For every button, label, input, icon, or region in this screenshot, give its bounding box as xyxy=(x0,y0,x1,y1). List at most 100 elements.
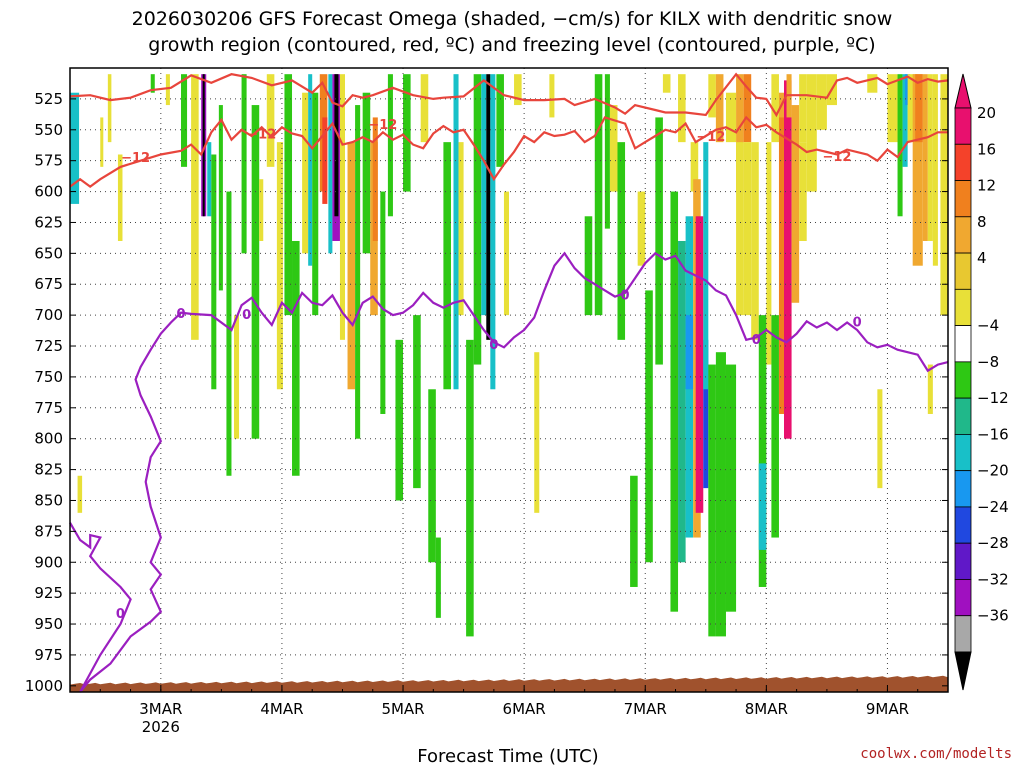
colorbar-tick-label: −32 xyxy=(977,570,1009,588)
omega-cell xyxy=(107,74,112,143)
omega-cell xyxy=(678,74,686,143)
y-tick-label: 725 xyxy=(34,337,63,355)
omega-cell xyxy=(428,389,436,563)
omega-cell xyxy=(670,191,679,612)
omega-cell xyxy=(766,142,772,365)
omega-cell xyxy=(902,74,908,167)
omega-cell xyxy=(715,352,726,637)
y-tick-label: 875 xyxy=(34,522,63,540)
omega-cell xyxy=(284,74,293,316)
dgz-contour-label: −12 xyxy=(368,118,397,133)
omega-cell xyxy=(100,117,104,167)
chart-title-line-2: growth region (contoured, red, ºC) and f… xyxy=(148,34,875,56)
omega-cell xyxy=(799,74,807,143)
freezing-contour-label: 0 xyxy=(621,288,630,303)
colorbar-tick-label: −4 xyxy=(977,317,999,335)
omega-cell xyxy=(395,339,404,501)
colorbar-tick-label: −8 xyxy=(977,353,999,371)
omega-cell xyxy=(637,191,646,266)
omega-cell xyxy=(791,105,800,303)
colorbar-bottom-arrow xyxy=(954,651,972,691)
y-tick-label: 625 xyxy=(34,213,63,231)
colorbar: 20 16 12 8 4 −4 −8 −12 −16 −20 −24 −28 −32 −36 xyxy=(954,73,1009,691)
omega-cell xyxy=(758,463,767,550)
omega-cell xyxy=(292,240,300,476)
colorbar-tick-label: −16 xyxy=(977,425,1009,443)
chart-title-line-1: 2026030206 GFS Forecast Omega (shaded, −… xyxy=(132,8,893,30)
dgz-contour-label: −12 xyxy=(121,151,150,166)
omega-cell xyxy=(308,74,313,266)
omega-cell xyxy=(685,315,694,390)
omega-cell xyxy=(725,364,737,612)
y-tick-label: 825 xyxy=(34,461,63,479)
omega-cell xyxy=(778,117,785,414)
y-tick-label: 925 xyxy=(34,584,63,602)
omega-cell xyxy=(690,142,699,192)
omega-cell xyxy=(453,74,459,390)
colorbar-tick-label: 20 xyxy=(977,104,996,122)
omega-cell xyxy=(466,339,474,637)
omega-cell xyxy=(617,142,626,340)
dgz-contour-label: −12 xyxy=(822,150,851,165)
dgz-bottom-contour xyxy=(69,115,948,188)
colorbar-bin xyxy=(954,433,972,472)
colorbar-tick-label: 4 xyxy=(977,249,987,267)
omega-cell xyxy=(328,74,333,254)
x-tick-label: 5MAR xyxy=(381,700,424,718)
colorbar-bin xyxy=(954,506,972,544)
omega-cell xyxy=(226,191,232,476)
colorbar-tick-label: −20 xyxy=(977,462,1009,480)
omega-cell xyxy=(322,117,328,204)
omega-cell xyxy=(799,142,807,241)
y-tick-label: 525 xyxy=(34,90,63,108)
omega-cell xyxy=(302,92,309,254)
y-tick-label: 950 xyxy=(34,615,63,633)
colorbar-bin xyxy=(954,180,972,218)
omega-cell xyxy=(758,315,767,587)
y-tick-label: 775 xyxy=(34,399,63,417)
omega-cell xyxy=(743,142,752,316)
omega-cell xyxy=(403,74,411,192)
omega-cell xyxy=(413,315,421,489)
omega-cell xyxy=(117,154,123,241)
colorbar-bin xyxy=(954,325,972,363)
omega-cell xyxy=(496,74,504,167)
omega-cell xyxy=(778,92,785,143)
omega-cell xyxy=(458,142,464,316)
omega-cell xyxy=(355,105,361,439)
omega-cell xyxy=(251,105,260,439)
omega-cell xyxy=(609,105,618,192)
omega-cell xyxy=(435,537,441,618)
freezing-contour-label: 0 xyxy=(853,316,862,331)
omega-cell xyxy=(362,92,371,254)
colorbar-bin xyxy=(954,470,972,508)
omega-cell xyxy=(703,339,709,489)
omega-cell xyxy=(816,74,827,130)
colorbar-bin xyxy=(954,143,972,181)
y-tick-label: 750 xyxy=(34,368,63,386)
omega-cell xyxy=(922,74,928,241)
colorbar-bin xyxy=(954,252,972,290)
freezing-contour-label: 0 xyxy=(116,607,125,622)
omega-cell xyxy=(645,290,653,563)
omega-cell xyxy=(715,74,724,143)
y-tick-label: 550 xyxy=(34,121,63,139)
omega-cell xyxy=(594,74,603,316)
dgz-contour-label: −12 xyxy=(696,130,725,145)
colorbar-tick-label: 8 xyxy=(977,213,987,231)
colorbar-tick-label: 12 xyxy=(977,177,996,195)
omega-cell xyxy=(339,74,346,340)
omega-cell xyxy=(490,74,496,390)
omega-cell xyxy=(387,74,393,217)
colorbar-bin xyxy=(954,579,972,617)
colorbar-tick-label: −28 xyxy=(977,534,1009,552)
omega-cell xyxy=(678,240,686,563)
omega-cell xyxy=(877,389,883,489)
omega-cell xyxy=(655,117,663,365)
omega-cell xyxy=(420,74,429,143)
omega-cell xyxy=(806,74,817,192)
omega-cell xyxy=(486,74,491,340)
colorbar-bin xyxy=(954,542,972,580)
omega-cell xyxy=(703,142,709,390)
